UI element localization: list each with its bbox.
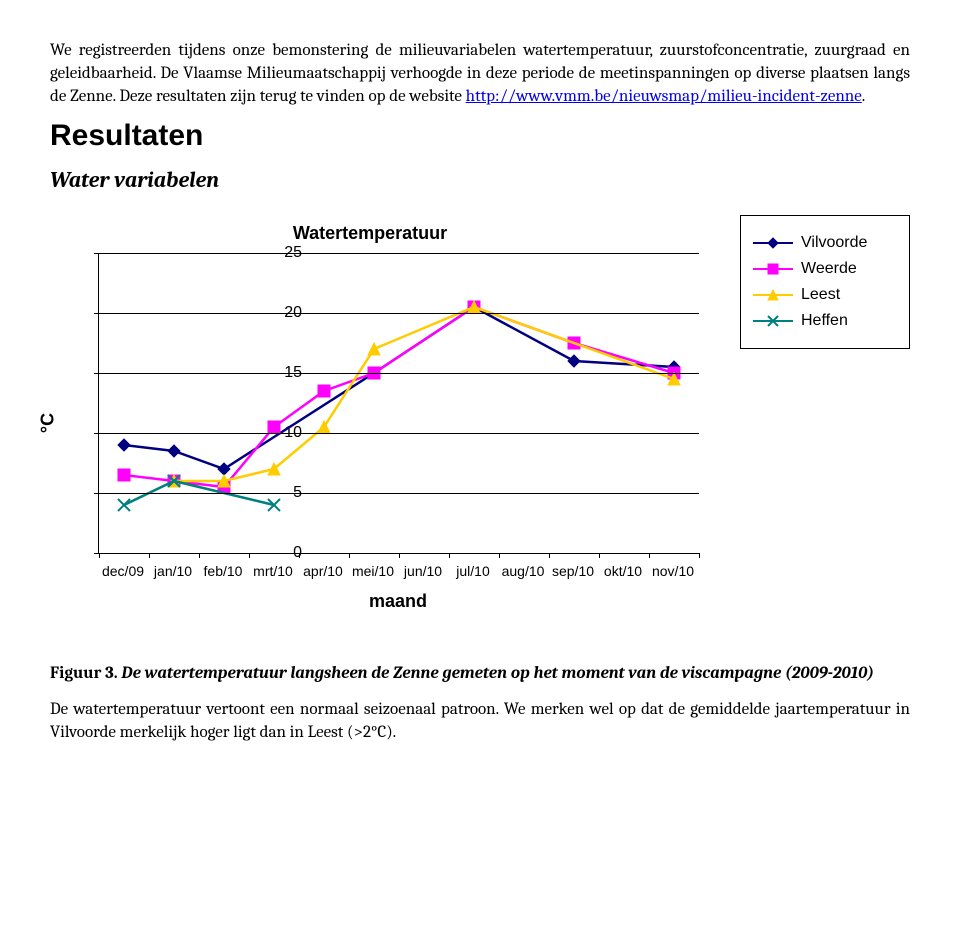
caption-label: Figuur 3. bbox=[50, 664, 118, 683]
legend-item: Leest bbox=[753, 286, 897, 304]
x-tick-label: jul/10 bbox=[456, 563, 489, 579]
legend-item: Vilvoorde bbox=[753, 234, 897, 252]
legend-label: Vilvoorde bbox=[801, 234, 867, 252]
subsection-title: Water variabelen bbox=[50, 167, 910, 193]
x-tick-label: nov/10 bbox=[652, 563, 694, 579]
gridline bbox=[99, 433, 699, 434]
x-tick-label: dec/09 bbox=[102, 563, 144, 579]
x-axis-title: maand bbox=[98, 591, 698, 612]
closing-paragraph: De watertemperatuur vertoont een normaal… bbox=[50, 699, 910, 745]
y-axis-title: °C bbox=[38, 413, 59, 433]
x-tick-label: apr/10 bbox=[303, 563, 343, 579]
x-tick-label: jan/10 bbox=[154, 563, 192, 579]
intro-paragraph: We registreerden tijdens onze bemonsteri… bbox=[50, 40, 910, 109]
gridline bbox=[99, 373, 699, 374]
chart-legend: Vilvoorde Weerde Leest Heffen bbox=[740, 215, 910, 349]
watertemp-chart: Watertemperatuur Vilvoorde Weerde Leest Hef… bbox=[50, 223, 910, 623]
x-tick-label: mrt/10 bbox=[253, 563, 293, 579]
plot-area bbox=[98, 253, 699, 554]
legend-item: Weerde bbox=[753, 260, 897, 278]
caption-text: De watertemperatuur langsheen de Zenne g… bbox=[118, 664, 874, 683]
x-tick-label: feb/10 bbox=[204, 563, 243, 579]
x-tick-label: okt/10 bbox=[604, 563, 642, 579]
legend-item: Heffen bbox=[753, 312, 897, 330]
chart-title: Watertemperatuur bbox=[50, 223, 690, 244]
legend-label: Weerde bbox=[801, 260, 857, 278]
x-tick-label: jun/10 bbox=[404, 563, 442, 579]
x-tick-label: sep/10 bbox=[552, 563, 594, 579]
legend-label: Heffen bbox=[801, 312, 848, 330]
section-title: Resultaten bbox=[50, 119, 910, 153]
reference-link[interactable]: http://www.vmm.be/nieuwsmap/milieu-incid… bbox=[466, 87, 862, 106]
legend-label: Leest bbox=[801, 286, 840, 304]
figure-caption: Figuur 3. De watertemperatuur langsheen … bbox=[50, 663, 910, 685]
gridline bbox=[99, 313, 699, 314]
gridline bbox=[99, 493, 699, 494]
gridline bbox=[99, 253, 699, 254]
x-tick-label: mei/10 bbox=[352, 563, 394, 579]
x-tick-label: aug/10 bbox=[502, 563, 545, 579]
